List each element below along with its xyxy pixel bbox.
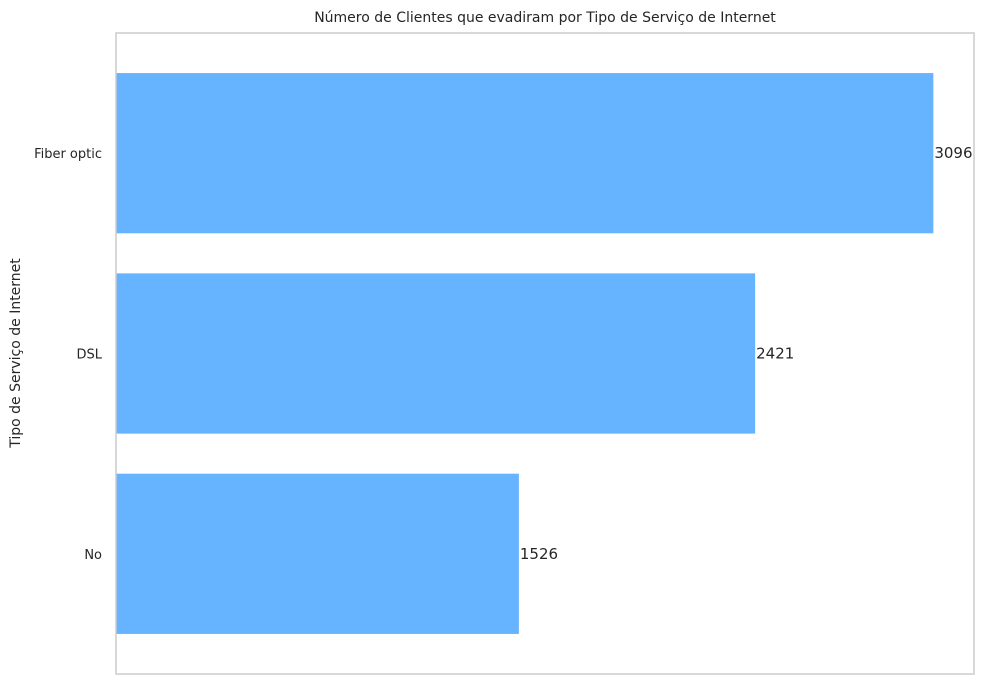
data-label: 2421 (756, 345, 794, 363)
bars-group (116, 73, 934, 634)
bar-fiber-optic (116, 73, 934, 234)
data-label: 3096 (934, 144, 972, 162)
data-label: 1526 (520, 545, 558, 563)
bar-no (116, 473, 519, 634)
y-ticks-group: Fiber optic DSL No (34, 147, 103, 563)
y-tick-label: DSL (76, 348, 102, 363)
y-tick-label: Fiber optic (34, 147, 102, 162)
data-labels-group: 3096 2421 1526 (520, 144, 973, 563)
plot-frame (115, 32, 975, 675)
chart-title: Número de Clientes que evadiram por Tipo… (314, 10, 776, 26)
y-tick-label: No (84, 548, 102, 563)
y-axis-label: Tipo de Serviço de Internet (8, 258, 24, 449)
bar-dsl (116, 273, 756, 434)
